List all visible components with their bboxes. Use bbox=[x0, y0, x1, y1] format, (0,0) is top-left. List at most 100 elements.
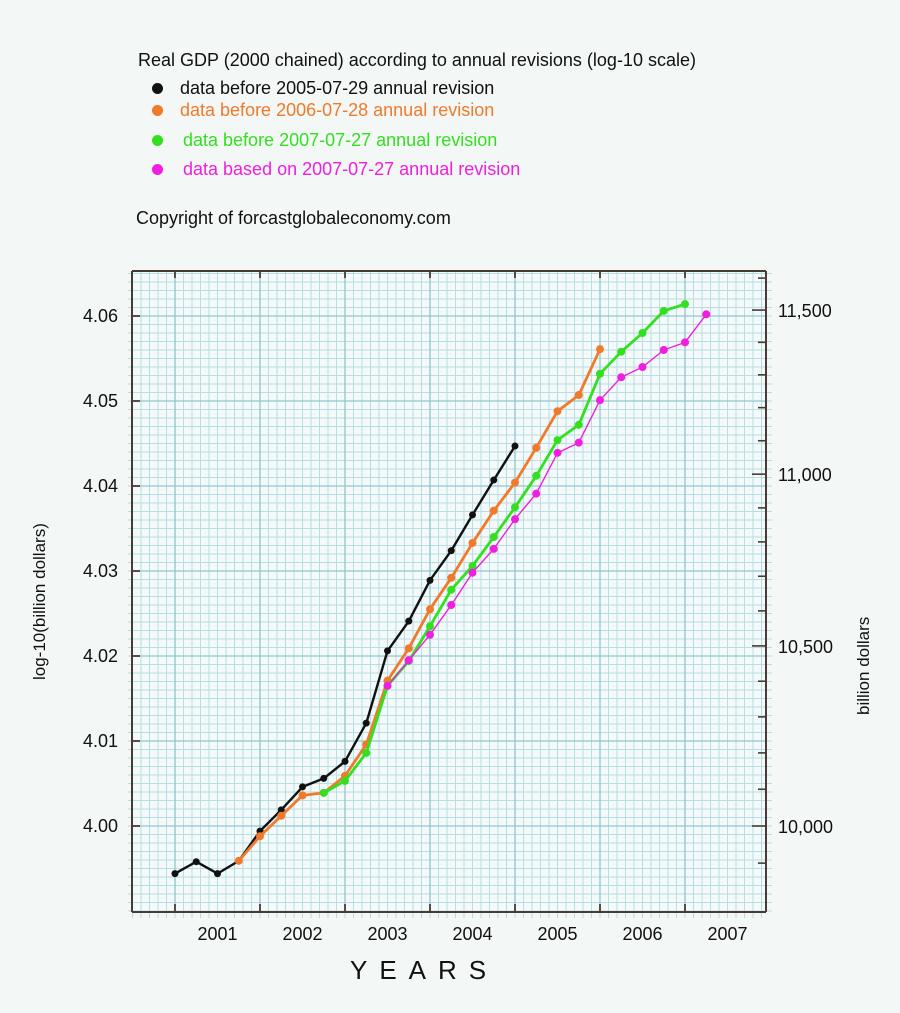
x-tick-label: 2002 bbox=[282, 924, 322, 944]
data-point bbox=[192, 858, 200, 866]
data-point bbox=[426, 605, 434, 614]
data-point bbox=[489, 544, 498, 553]
data-point bbox=[702, 310, 711, 319]
data-point bbox=[489, 533, 498, 541]
data-point bbox=[553, 436, 562, 445]
axes bbox=[131, 270, 767, 913]
y-tick-label: 4.03 bbox=[83, 561, 118, 581]
data-point bbox=[468, 538, 477, 547]
x-axis-title: YEARS bbox=[350, 955, 499, 985]
x-tick-label: 2001 bbox=[197, 924, 237, 944]
data-point bbox=[468, 568, 477, 577]
data-point bbox=[617, 373, 626, 382]
data-point bbox=[320, 774, 328, 782]
data-point bbox=[426, 630, 434, 639]
data-point bbox=[468, 561, 477, 570]
data-point bbox=[469, 511, 476, 519]
y-right-tick-label: 10,500 bbox=[778, 637, 833, 657]
legend-item-2007-before: data before 2007-07-27 annual revision bbox=[152, 130, 497, 151]
y-tick-label: 4.00 bbox=[83, 816, 118, 836]
data-point bbox=[362, 748, 371, 757]
y-tick-label: 4.01 bbox=[83, 731, 118, 751]
legend-item-2007-based: data based on 2007-07-27 annual revision bbox=[152, 159, 520, 180]
data-point bbox=[426, 576, 434, 584]
data-point bbox=[426, 622, 434, 631]
y-tick-label: 4.05 bbox=[83, 391, 118, 411]
data-point bbox=[574, 438, 583, 447]
chart-title: Real GDP (2000 chained) according to ann… bbox=[138, 50, 696, 70]
y-right-tick-label: 10,000 bbox=[778, 817, 833, 837]
data-point bbox=[277, 811, 286, 820]
copyright-notice: Copyright of forcastglobaleconomy.com bbox=[136, 208, 451, 228]
x-tick-label: 2003 bbox=[367, 924, 407, 944]
data-point bbox=[447, 573, 456, 582]
data-point bbox=[298, 791, 307, 800]
data-point bbox=[638, 329, 647, 337]
data-point bbox=[214, 870, 221, 878]
legend-marker-magenta bbox=[152, 163, 163, 175]
data-point bbox=[574, 391, 583, 400]
y-right-tick-label: 11,000 bbox=[778, 465, 832, 485]
y-tick-label: 4.04 bbox=[83, 476, 118, 496]
x-tick-label: 2006 bbox=[622, 924, 662, 944]
data-point bbox=[638, 363, 647, 371]
data-point bbox=[681, 338, 689, 347]
data-point bbox=[596, 345, 604, 354]
data-point bbox=[384, 647, 391, 655]
data-point bbox=[256, 832, 264, 841]
data-point bbox=[511, 503, 519, 512]
legend-item-2005: data before 2005-07-29 annual revision bbox=[152, 78, 494, 99]
data-point bbox=[511, 478, 519, 487]
legend-marker-black bbox=[152, 82, 163, 94]
data-point bbox=[532, 443, 541, 452]
data-point bbox=[659, 346, 668, 354]
y-tick-label: 4.06 bbox=[83, 306, 118, 326]
data-point bbox=[341, 776, 349, 785]
legend-item-2006: data before 2006-07-28 annual revision bbox=[152, 100, 494, 121]
data-point bbox=[277, 806, 285, 814]
data-point bbox=[490, 476, 498, 484]
data-point bbox=[659, 306, 668, 315]
data-point bbox=[596, 396, 604, 405]
x-tick-label: 2005 bbox=[537, 924, 577, 944]
series-line-1 bbox=[237, 348, 602, 862]
y-right-tick-label: 11,500 bbox=[778, 301, 832, 321]
legend-label: data before 2007-07-27 annual revision bbox=[183, 130, 498, 150]
data-point bbox=[489, 506, 498, 515]
data-point bbox=[532, 489, 541, 498]
data-point bbox=[511, 515, 519, 524]
data-point bbox=[617, 347, 626, 356]
data-point bbox=[574, 420, 583, 429]
data-point bbox=[319, 788, 328, 797]
data-point bbox=[404, 644, 413, 653]
y-axis-title-left: log-10(billion dollars) bbox=[30, 523, 49, 680]
legend-label: data before 2005-07-29 annual revision bbox=[180, 78, 495, 98]
series-layer bbox=[171, 300, 711, 878]
data-point bbox=[447, 601, 456, 609]
series-line-2 bbox=[323, 302, 686, 795]
series-line-3 bbox=[386, 313, 707, 687]
data-point bbox=[532, 471, 541, 480]
y-axis-title-right: billion dollars bbox=[854, 616, 873, 715]
data-point bbox=[383, 681, 392, 690]
data-point bbox=[596, 369, 604, 378]
data-point bbox=[553, 407, 562, 416]
data-point bbox=[341, 757, 349, 765]
data-point bbox=[447, 547, 455, 555]
x-tick-label: 2007 bbox=[707, 924, 747, 944]
legend-label: data before 2006-07-28 annual revision bbox=[180, 100, 495, 120]
data-point bbox=[171, 870, 179, 878]
legend-label: data based on 2007-07-27 annual revision bbox=[183, 159, 521, 179]
x-tick-label: 2004 bbox=[452, 924, 492, 944]
data-point bbox=[447, 585, 456, 594]
data-point bbox=[299, 783, 306, 791]
legend-marker-orange bbox=[152, 104, 163, 116]
ticks: 2001 2002 2003 2004 2005 2006 2007 4.00 4.01 4.02… bbox=[83, 271, 833, 944]
data-point bbox=[362, 719, 370, 727]
legend-marker-green bbox=[152, 134, 163, 146]
data-point bbox=[511, 442, 519, 450]
data-point bbox=[404, 656, 413, 665]
data-point bbox=[681, 300, 689, 309]
y-tick-label: 4.02 bbox=[83, 646, 118, 666]
